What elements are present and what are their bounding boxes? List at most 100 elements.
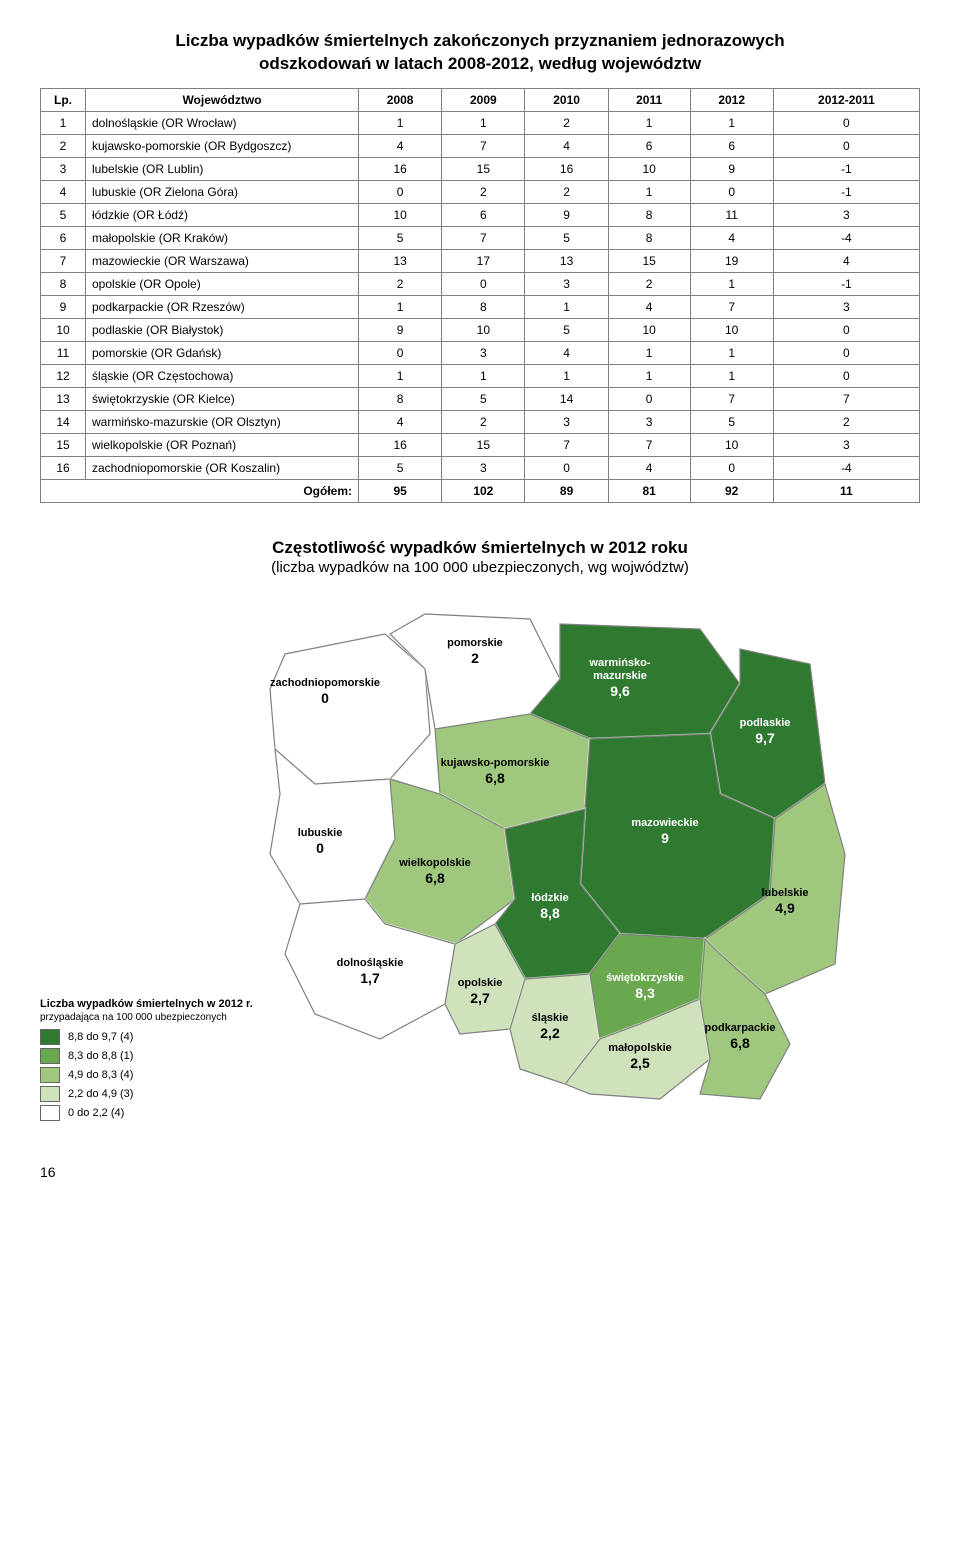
legend-subtitle: przypadająca na 100 000 ubezpieczonych bbox=[40, 1012, 270, 1023]
table-cell: 3 bbox=[773, 295, 919, 318]
table-cell: -1 bbox=[773, 157, 919, 180]
table-cell: 4 bbox=[359, 410, 442, 433]
table-cell: 10 bbox=[41, 318, 86, 341]
table-cell: -1 bbox=[773, 180, 919, 203]
table-row: 4lubuskie (OR Zielona Góra)02210-1 bbox=[41, 180, 920, 203]
table-cell: 2 bbox=[608, 272, 690, 295]
legend-item: 8,8 do 9,7 (4) bbox=[40, 1029, 270, 1045]
table-header: 2011 bbox=[608, 88, 690, 111]
section-subtitle: (liczba wypadków na 100 000 ubezpieczony… bbox=[40, 559, 920, 576]
table-header: 2010 bbox=[525, 88, 608, 111]
table-header: Lp. bbox=[41, 88, 86, 111]
table-cell: 10 bbox=[690, 433, 773, 456]
legend-label: 8,3 do 8,8 (1) bbox=[68, 1050, 133, 1062]
table-cell: wielkopolskie (OR Poznań) bbox=[86, 433, 359, 456]
table-cell: 14 bbox=[41, 410, 86, 433]
table-cell: 0 bbox=[359, 180, 442, 203]
table-cell: małopolskie (OR Kraków) bbox=[86, 226, 359, 249]
legend-label: 8,8 do 9,7 (4) bbox=[68, 1031, 133, 1043]
table-cell: 9 bbox=[690, 157, 773, 180]
page-number: 16 bbox=[40, 1164, 920, 1180]
table-cell: 2 bbox=[525, 180, 608, 203]
table-cell: -4 bbox=[773, 456, 919, 479]
table-cell: 1 bbox=[608, 111, 690, 134]
table-cell: 7 bbox=[442, 134, 525, 157]
table-cell: 10 bbox=[359, 203, 442, 226]
table-cell: mazowieckie (OR Warszawa) bbox=[86, 249, 359, 272]
table-cell: 0 bbox=[359, 341, 442, 364]
table-cell: 1 bbox=[442, 364, 525, 387]
table-cell: 16 bbox=[359, 157, 442, 180]
table-cell: 7 bbox=[608, 433, 690, 456]
table-row: 13świętokrzyskie (OR Kielce)8514077 bbox=[41, 387, 920, 410]
table-cell: 17 bbox=[442, 249, 525, 272]
table-cell: lubuskie (OR Zielona Góra) bbox=[86, 180, 359, 203]
table-cell: 16 bbox=[525, 157, 608, 180]
table-cell: 7 bbox=[773, 387, 919, 410]
table-cell: 11 bbox=[690, 203, 773, 226]
table-cell: 8 bbox=[608, 203, 690, 226]
table-cell: 1 bbox=[690, 341, 773, 364]
section-title: Częstotliwość wypadków śmiertelnych w 20… bbox=[40, 537, 920, 559]
map-legend: Liczba wypadków śmiertelnych w 2012 r. p… bbox=[40, 998, 270, 1124]
table-row: 8opolskie (OR Opole)20321-1 bbox=[41, 272, 920, 295]
table-row: 5łódzkie (OR Łódź)10698113 bbox=[41, 203, 920, 226]
table-row: 6małopolskie (OR Kraków)57584-4 bbox=[41, 226, 920, 249]
table-header: 2009 bbox=[442, 88, 525, 111]
table-cell: 1 bbox=[359, 295, 442, 318]
table-cell: 16 bbox=[359, 433, 442, 456]
table-cell: 3 bbox=[773, 203, 919, 226]
table-cell: 6 bbox=[442, 203, 525, 226]
table-cell: 1 bbox=[525, 364, 608, 387]
table-row: 3lubelskie (OR Lublin)161516109-1 bbox=[41, 157, 920, 180]
legend-item: 8,3 do 8,8 (1) bbox=[40, 1048, 270, 1064]
table-cell: 6 bbox=[41, 226, 86, 249]
table-cell: 7 bbox=[442, 226, 525, 249]
table-cell: 0 bbox=[690, 456, 773, 479]
table-cell: 0 bbox=[773, 364, 919, 387]
table-row: 11pomorskie (OR Gdańsk)034110 bbox=[41, 341, 920, 364]
table-cell: 0 bbox=[442, 272, 525, 295]
table-header: 2008 bbox=[359, 88, 442, 111]
table-total-label: Ogółem: bbox=[41, 479, 359, 502]
table-cell: 8 bbox=[41, 272, 86, 295]
table-cell: kujawsko-pomorskie (OR Bydgoszcz) bbox=[86, 134, 359, 157]
table-cell: 4 bbox=[773, 249, 919, 272]
table-cell: -4 bbox=[773, 226, 919, 249]
table-cell: 8 bbox=[608, 226, 690, 249]
table-total-cell: 102 bbox=[442, 479, 525, 502]
table-cell: 13 bbox=[41, 387, 86, 410]
table-cell: 3 bbox=[525, 272, 608, 295]
table-cell: 3 bbox=[608, 410, 690, 433]
table-cell: 14 bbox=[525, 387, 608, 410]
poland-map bbox=[230, 594, 870, 1114]
table-cell: 1 bbox=[690, 364, 773, 387]
legend-label: 2,2 do 4,9 (3) bbox=[68, 1088, 133, 1100]
table-header: 2012 bbox=[690, 88, 773, 111]
table-cell: 3 bbox=[525, 410, 608, 433]
table-cell: 5 bbox=[442, 387, 525, 410]
table-cell: 4 bbox=[359, 134, 442, 157]
table-cell: 0 bbox=[525, 456, 608, 479]
table-cell: 5 bbox=[525, 226, 608, 249]
legend-label: 4,9 do 8,3 (4) bbox=[68, 1069, 133, 1081]
legend-swatch bbox=[40, 1105, 60, 1121]
table-cell: 15 bbox=[442, 433, 525, 456]
table-cell: 7 bbox=[690, 295, 773, 318]
legend-title: Liczba wypadków śmiertelnych w 2012 r. bbox=[40, 998, 270, 1010]
table-cell: 8 bbox=[359, 387, 442, 410]
table-cell: 3 bbox=[442, 456, 525, 479]
table-cell: 10 bbox=[690, 318, 773, 341]
table-row: 9podkarpackie (OR Rzeszów)181473 bbox=[41, 295, 920, 318]
table-cell: 3 bbox=[41, 157, 86, 180]
table-cell: 15 bbox=[442, 157, 525, 180]
table-cell: 15 bbox=[41, 433, 86, 456]
table-cell: 0 bbox=[690, 180, 773, 203]
table-cell: 9 bbox=[41, 295, 86, 318]
table-cell: 5 bbox=[359, 226, 442, 249]
legend-item: 0 do 2,2 (4) bbox=[40, 1105, 270, 1121]
table-cell: 12 bbox=[41, 364, 86, 387]
legend-swatch bbox=[40, 1048, 60, 1064]
table-cell: 13 bbox=[359, 249, 442, 272]
table-cell: 4 bbox=[525, 341, 608, 364]
